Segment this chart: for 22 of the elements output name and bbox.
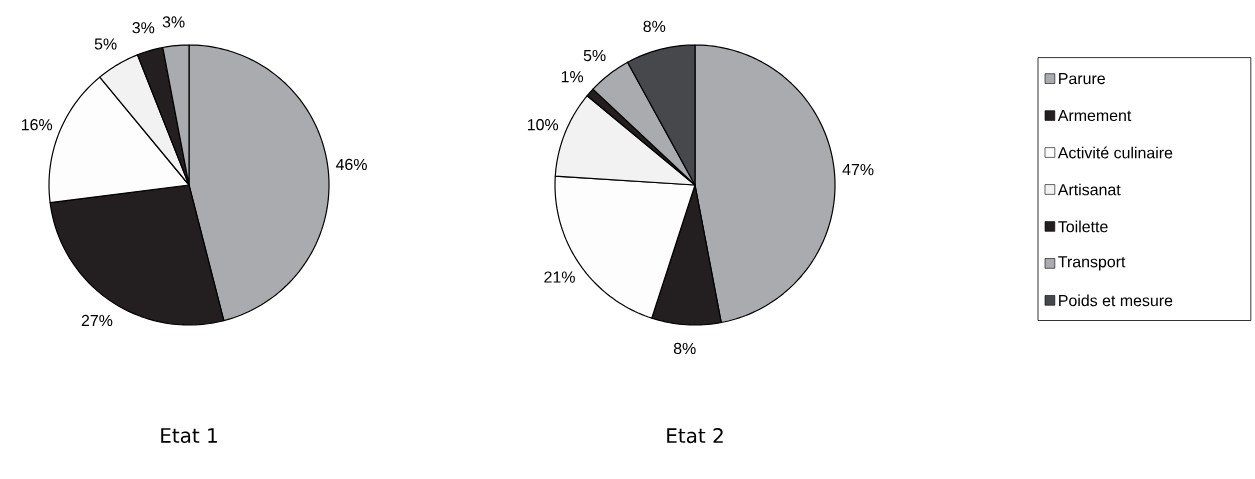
data-label: 3%: [132, 22, 155, 34]
data-label: 46%: [335, 158, 367, 171]
legend-label: Armement: [1057, 109, 1132, 122]
legend-label: Activité culinaire: [1057, 146, 1173, 159]
data-label: 8%: [643, 20, 666, 32]
data-label: 5%: [583, 49, 606, 62]
data-label: 27%: [81, 314, 113, 327]
legend-label: Artisanat: [1057, 183, 1121, 196]
data-label: 3%: [162, 16, 185, 28]
legend-label: Toilette: [1058, 220, 1108, 233]
data-label: 8%: [673, 342, 696, 355]
legend-label: Transport: [1058, 256, 1126, 271]
data-label: 16%: [21, 119, 53, 131]
text: Etat 2: [667, 428, 723, 444]
data-label: 5%: [94, 38, 117, 50]
text: Etat 1: [161, 428, 217, 443]
data-label: 1%: [561, 71, 584, 83]
legend-label: Poids et mesure: [1059, 294, 1173, 307]
legend-label: Parure: [1059, 73, 1105, 85]
data-label: 47%: [842, 164, 874, 176]
data-label: 21%: [544, 271, 575, 283]
data-label: 10%: [527, 119, 559, 131]
